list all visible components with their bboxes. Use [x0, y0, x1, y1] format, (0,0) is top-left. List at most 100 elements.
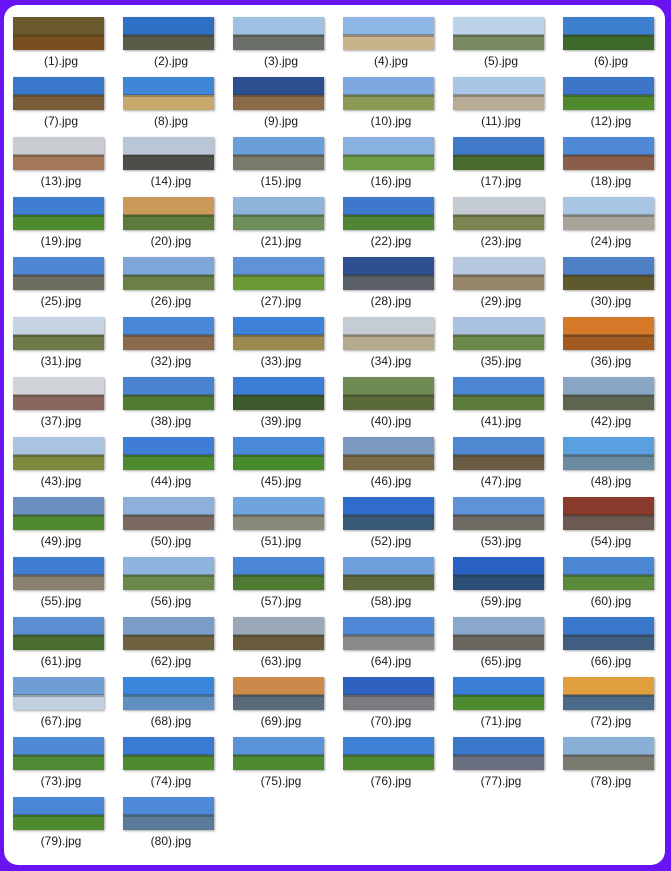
file-name-label[interactable]: (47).jpg — [480, 474, 522, 488]
file-name-label[interactable]: (40).jpg — [370, 414, 412, 428]
file-thumbnail[interactable] — [233, 497, 324, 530]
file-tile[interactable]: (16).jpg — [336, 137, 446, 195]
file-thumbnail[interactable] — [233, 17, 324, 50]
file-thumbnail[interactable] — [13, 317, 104, 350]
file-thumbnail[interactable] — [233, 557, 324, 590]
file-name-label[interactable]: (76).jpg — [370, 774, 412, 788]
file-tile[interactable]: (31).jpg — [6, 317, 116, 375]
file-tile[interactable]: (5).jpg — [446, 17, 556, 75]
file-thumbnail[interactable] — [453, 677, 544, 710]
file-name-label[interactable]: (27).jpg — [260, 294, 302, 308]
file-thumbnail[interactable] — [563, 497, 654, 530]
file-thumbnail[interactable] — [233, 617, 324, 650]
file-thumbnail[interactable] — [563, 17, 654, 50]
file-tile[interactable]: (76).jpg — [336, 737, 446, 795]
file-thumbnail[interactable] — [123, 677, 214, 710]
file-thumbnail[interactable] — [563, 317, 654, 350]
file-name-label[interactable]: (58).jpg — [370, 594, 412, 608]
file-tile[interactable]: (20).jpg — [116, 197, 226, 255]
file-tile[interactable]: (19).jpg — [6, 197, 116, 255]
file-name-label[interactable]: (35).jpg — [480, 354, 522, 368]
file-name-label[interactable]: (10).jpg — [370, 114, 412, 128]
file-name-label[interactable]: (34).jpg — [370, 354, 412, 368]
file-tile[interactable]: (13).jpg — [6, 137, 116, 195]
file-tile[interactable]: (12).jpg — [556, 77, 665, 135]
file-name-label[interactable]: (14).jpg — [150, 174, 192, 188]
file-tile[interactable]: (32).jpg — [116, 317, 226, 375]
file-name-label[interactable]: (30).jpg — [590, 294, 632, 308]
file-tile[interactable]: (48).jpg — [556, 437, 665, 495]
file-thumbnail[interactable] — [233, 437, 324, 470]
file-thumbnail[interactable] — [13, 617, 104, 650]
file-name-label[interactable]: (11).jpg — [481, 114, 521, 128]
file-tile[interactable]: (11).jpg — [446, 77, 556, 135]
file-tile[interactable]: (34).jpg — [336, 317, 446, 375]
file-tile[interactable]: (40).jpg — [336, 377, 446, 435]
file-name-label[interactable]: (63).jpg — [260, 654, 302, 668]
file-thumbnail[interactable] — [343, 17, 434, 50]
file-name-label[interactable]: (43).jpg — [40, 474, 82, 488]
file-thumbnail[interactable] — [343, 197, 434, 230]
file-thumbnail[interactable] — [13, 797, 104, 830]
file-thumbnail[interactable] — [123, 137, 214, 170]
file-name-label[interactable]: (28).jpg — [370, 294, 412, 308]
file-tile[interactable]: (55).jpg — [6, 557, 116, 615]
file-tile[interactable]: (52).jpg — [336, 497, 446, 555]
file-tile[interactable]: (57).jpg — [226, 557, 336, 615]
file-thumbnail[interactable] — [13, 737, 104, 770]
file-name-label[interactable]: (26).jpg — [150, 294, 192, 308]
file-thumbnail[interactable] — [563, 77, 654, 110]
file-thumbnail[interactable] — [343, 437, 434, 470]
file-thumbnail[interactable] — [13, 77, 104, 110]
file-name-label[interactable]: (55).jpg — [40, 594, 82, 608]
file-name-label[interactable]: (71).jpg — [480, 714, 522, 728]
file-thumbnail[interactable] — [453, 137, 544, 170]
file-thumbnail[interactable] — [233, 197, 324, 230]
file-name-label[interactable]: (42).jpg — [590, 414, 632, 428]
file-name-label[interactable]: (20).jpg — [150, 234, 192, 248]
file-tile[interactable]: (43).jpg — [6, 437, 116, 495]
file-name-label[interactable]: (37).jpg — [40, 414, 82, 428]
file-tile[interactable]: (56).jpg — [116, 557, 226, 615]
file-thumbnail[interactable] — [343, 317, 434, 350]
file-thumbnail[interactable] — [13, 497, 104, 530]
file-tile[interactable]: (2).jpg — [116, 17, 226, 75]
file-tile[interactable]: (23).jpg — [446, 197, 556, 255]
file-name-label[interactable]: (56).jpg — [150, 594, 192, 608]
file-name-label[interactable]: (72).jpg — [590, 714, 632, 728]
file-thumbnail[interactable] — [123, 797, 214, 830]
file-name-label[interactable]: (59).jpg — [480, 594, 522, 608]
file-thumbnail[interactable] — [343, 257, 434, 290]
file-name-label[interactable]: (51).jpg — [260, 534, 302, 548]
file-tile[interactable]: (72).jpg — [556, 677, 665, 735]
file-name-label[interactable]: (60).jpg — [590, 594, 632, 608]
file-thumbnail[interactable] — [13, 137, 104, 170]
file-thumbnail[interactable] — [123, 377, 214, 410]
file-name-label[interactable]: (50).jpg — [150, 534, 192, 548]
file-thumbnail[interactable] — [233, 737, 324, 770]
file-tile[interactable]: (8).jpg — [116, 77, 226, 135]
file-tile[interactable]: (42).jpg — [556, 377, 665, 435]
file-thumbnail[interactable] — [453, 437, 544, 470]
file-name-label[interactable]: (46).jpg — [370, 474, 412, 488]
file-tile[interactable]: (1).jpg — [6, 17, 116, 75]
file-thumbnail[interactable] — [453, 77, 544, 110]
file-thumbnail[interactable] — [123, 17, 214, 50]
file-tile[interactable]: (3).jpg — [226, 17, 336, 75]
file-tile[interactable]: (27).jpg — [226, 257, 336, 315]
file-name-label[interactable]: (73).jpg — [40, 774, 82, 788]
file-tile[interactable]: (7).jpg — [6, 77, 116, 135]
file-thumbnail[interactable] — [453, 257, 544, 290]
file-name-label[interactable]: (69).jpg — [260, 714, 302, 728]
file-thumbnail[interactable] — [343, 497, 434, 530]
file-thumbnail[interactable] — [123, 557, 214, 590]
file-thumbnail[interactable] — [453, 557, 544, 590]
file-tile[interactable]: (65).jpg — [446, 617, 556, 675]
file-thumbnail[interactable] — [563, 257, 654, 290]
file-tile[interactable]: (70).jpg — [336, 677, 446, 735]
file-tile[interactable]: (44).jpg — [116, 437, 226, 495]
file-name-label[interactable]: (44).jpg — [150, 474, 192, 488]
file-thumbnail[interactable] — [233, 137, 324, 170]
file-name-label[interactable]: (6).jpg — [593, 54, 628, 68]
file-name-label[interactable]: (38).jpg — [150, 414, 192, 428]
